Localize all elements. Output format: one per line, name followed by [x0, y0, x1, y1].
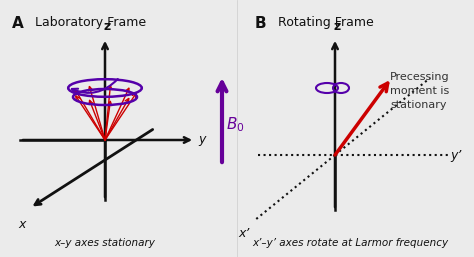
Text: z: z — [103, 20, 110, 33]
Text: Precessing
moment is
stationary: Precessing moment is stationary — [390, 72, 450, 110]
Text: A: A — [12, 16, 24, 31]
Text: Rotating Frame: Rotating Frame — [278, 16, 374, 29]
Text: B: B — [255, 16, 266, 31]
Text: $B_0$: $B_0$ — [226, 116, 245, 134]
Text: y’: y’ — [450, 149, 461, 161]
Text: x’–y’ axes rotate at Larmor frequency: x’–y’ axes rotate at Larmor frequency — [252, 238, 448, 248]
Text: z: z — [333, 20, 341, 33]
Text: Laboratory Frame: Laboratory Frame — [35, 16, 146, 29]
Text: y: y — [198, 133, 205, 146]
Text: x–y axes stationary: x–y axes stationary — [55, 238, 155, 248]
Text: x’: x’ — [238, 227, 250, 240]
Text: x: x — [18, 218, 26, 231]
